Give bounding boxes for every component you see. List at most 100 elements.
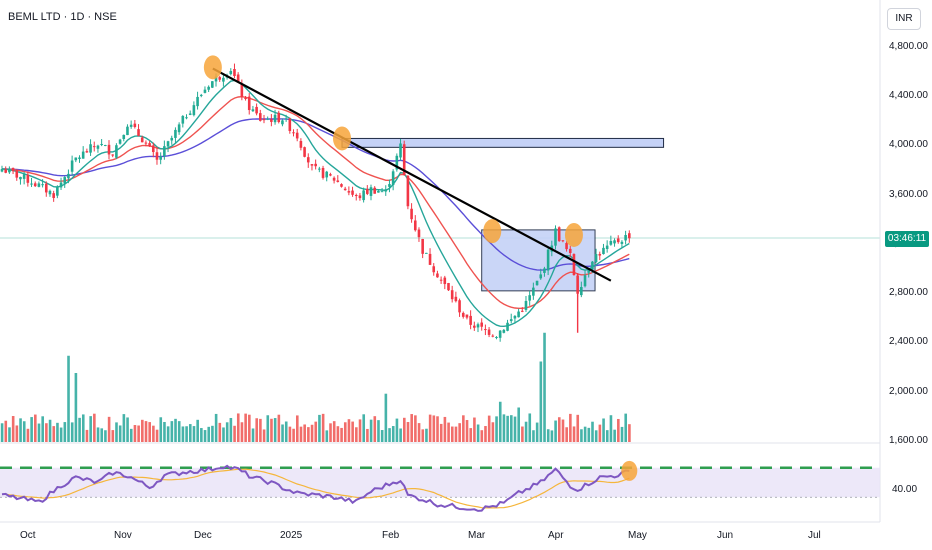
volume-bar (248, 414, 251, 442)
volume-bar (192, 426, 196, 442)
symbol-title[interactable]: BEML LTD · 1D · NSE (8, 11, 117, 23)
candle (495, 336, 498, 340)
volume-bar (620, 426, 624, 442)
candle-body (546, 249, 550, 271)
candle (166, 140, 170, 153)
candle (620, 240, 624, 248)
volume-bar (81, 414, 85, 442)
candle-body (299, 140, 303, 148)
candle-body (532, 287, 535, 296)
candle-body (22, 174, 26, 179)
volume-bar (303, 424, 306, 442)
candle-body (19, 176, 22, 180)
candle-body (26, 174, 30, 183)
candle (587, 268, 591, 278)
candle (454, 291, 458, 303)
candle (410, 203, 413, 223)
ema-fast-line (1, 79, 630, 328)
candle-body (0, 169, 4, 172)
time-tick-jun: Jun (717, 530, 734, 541)
candle (163, 140, 166, 160)
volume-bar (609, 415, 613, 442)
volume-bar (104, 430, 107, 442)
volume-bar (45, 423, 48, 442)
candle-body (92, 146, 96, 148)
volume-bar (11, 416, 15, 442)
candle (222, 73, 225, 87)
candle-body (288, 118, 292, 131)
candle-body (185, 117, 188, 119)
candle (288, 117, 292, 134)
candle (259, 109, 262, 122)
candle (203, 86, 207, 94)
volume-bar (211, 425, 214, 442)
candle (37, 181, 41, 188)
volume-bar (624, 413, 628, 442)
candle (144, 140, 148, 147)
candle-body (347, 191, 351, 193)
candle (458, 298, 461, 317)
volume-bar (225, 422, 229, 442)
candle-body (63, 177, 67, 184)
candle-body (428, 253, 432, 265)
candle (487, 327, 491, 338)
candle-body (436, 273, 439, 278)
volume-bar (122, 414, 126, 442)
candle-body (517, 311, 520, 318)
volume-bar (137, 425, 140, 442)
candle-body (163, 146, 166, 157)
volume-bar (284, 421, 288, 442)
candle-body (402, 144, 406, 176)
candle-body (118, 139, 122, 144)
volume-bar (355, 427, 358, 442)
candle (192, 101, 196, 117)
volume-bar (388, 428, 391, 442)
candle-body (377, 190, 380, 193)
volume-bar (546, 429, 550, 442)
volume-bar (141, 419, 144, 442)
currency-badge[interactable]: INR (887, 8, 921, 30)
volume-bar (414, 415, 417, 442)
volume-bar (598, 424, 602, 442)
candle-body (281, 120, 284, 125)
candle (155, 146, 159, 165)
candle-body (247, 96, 251, 111)
volume-bar (26, 428, 30, 442)
highlight-marker (564, 222, 583, 247)
candle-body (554, 228, 557, 246)
candle (15, 169, 19, 181)
candle-body (406, 175, 410, 207)
candle-body (115, 145, 118, 158)
candle (580, 281, 583, 298)
candle-body (188, 113, 192, 115)
volume-bar (443, 416, 447, 442)
volume-bar (617, 418, 620, 442)
candle (48, 189, 52, 197)
candle-body (96, 145, 100, 149)
candle-body (259, 113, 262, 121)
candle-body (362, 190, 365, 201)
candle-body (33, 183, 37, 187)
candle (181, 115, 185, 128)
candle (406, 175, 410, 210)
volume-bar (299, 426, 303, 442)
volume-bar (565, 427, 568, 442)
volume-bar (384, 393, 388, 442)
volume-bar (421, 429, 425, 442)
volume-bar (118, 425, 122, 442)
candle (421, 238, 424, 259)
volume-bar (417, 423, 421, 442)
candle (425, 252, 428, 254)
candle-body (52, 193, 55, 198)
candle-body (148, 143, 151, 147)
candle (107, 140, 111, 160)
volume-bar (262, 429, 266, 442)
candle (373, 186, 376, 194)
candle (340, 183, 343, 188)
candle-body (343, 188, 347, 191)
candle (480, 318, 483, 331)
candle-body (67, 173, 70, 179)
candle-body (395, 155, 399, 170)
candle-body (4, 169, 7, 173)
